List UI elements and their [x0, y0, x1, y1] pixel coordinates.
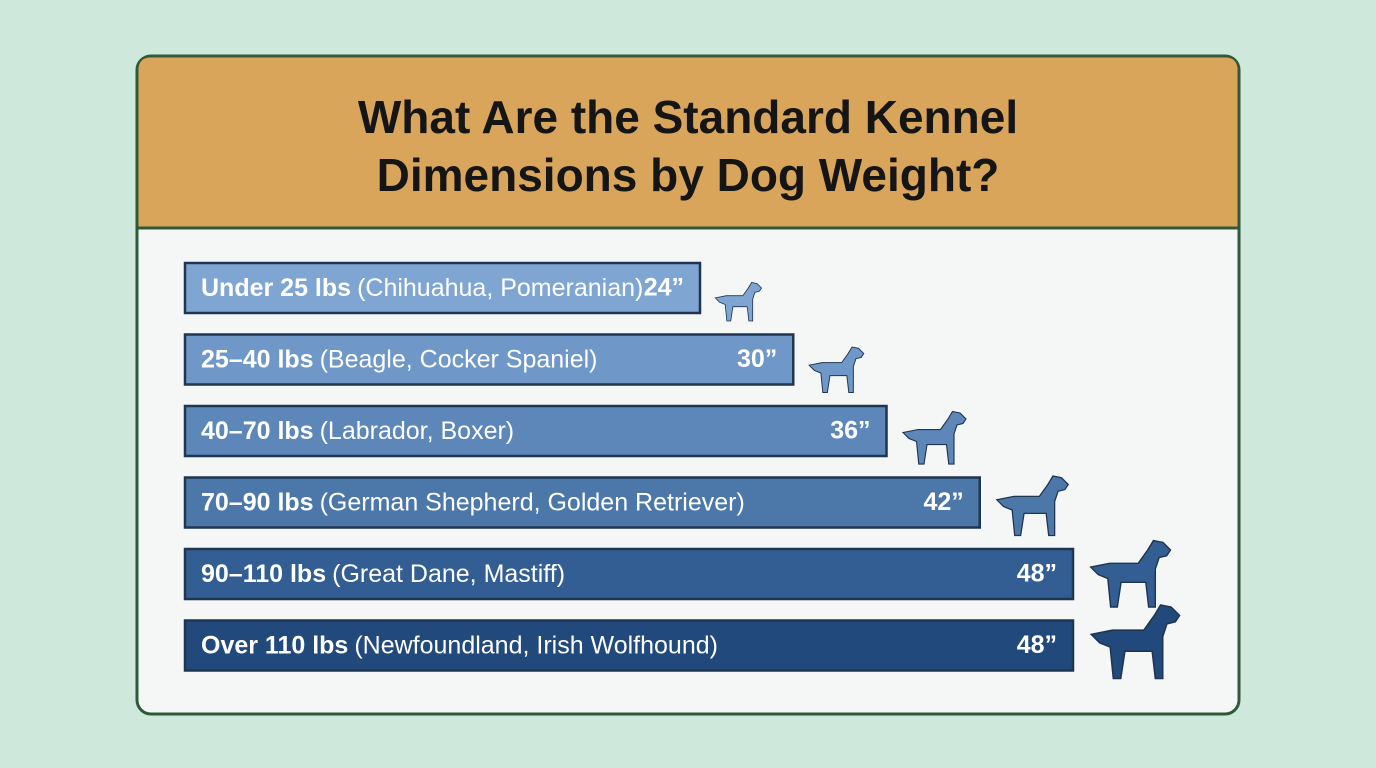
bar [183, 261, 702, 315]
breed-label: (Newfoundland, Irish Wolfhound) [354, 631, 718, 659]
dog-icon [995, 475, 1070, 537]
dog-icon [808, 346, 865, 393]
bar [183, 333, 795, 386]
value-label: 30” [737, 345, 777, 373]
value-label: 36” [830, 417, 870, 445]
value-label: 48” [1017, 560, 1057, 588]
breed-label: (Chihuahua, Pomeranian) [357, 274, 643, 302]
weight-label: Under 25 lbs [201, 274, 351, 302]
bar-label: 70–90 lbs (German Shepherd, Golden Retrie… [201, 488, 745, 516]
weight-label: 70–90 lbs [201, 488, 314, 516]
bar [183, 547, 1075, 601]
dog-icon [714, 282, 763, 322]
value-label: 48” [1017, 631, 1057, 659]
dog-icon [1089, 539, 1172, 608]
breed-label: (Labrador, Boxer) [320, 417, 515, 445]
dog-icon [901, 410, 967, 465]
bar-label: 25–40 lbs (Beagle, Cocker Spaniel) [201, 345, 598, 373]
weight-label: Over 110 lbs [201, 631, 348, 659]
chart-title: What Are the Standard Kennel Dimensions … [357, 91, 1019, 201]
bar-label: Over 110 lbs (Newfoundland, Irish Wolfhou… [201, 631, 718, 659]
bar [183, 476, 981, 529]
bar-label: Under 25 lbs (Chihuahua, Pomeranian) [201, 274, 643, 302]
header [138, 57, 1238, 228]
breed-label: (Beagle, Cocker Spaniel) [320, 345, 598, 373]
value-label: 24” [644, 274, 684, 302]
weight-label: 90–110 lbs [201, 560, 326, 588]
weight-label: 25–40 lbs [201, 345, 314, 373]
bar-label: 40–70 lbs (Labrador, Boxer) [201, 417, 514, 445]
dog-icon [1089, 604, 1181, 680]
value-label: 42” [923, 488, 963, 516]
bar [183, 619, 1075, 672]
breed-label: (Great Dane, Mastiff) [332, 560, 565, 588]
bar-label: 90–110 lbs (Great Dane, Mastiff) [201, 560, 565, 588]
weight-label: 40–70 lbs [201, 417, 314, 445]
breed-label: (German Shepherd, Golden Retriever) [320, 488, 745, 516]
bar [183, 404, 888, 458]
